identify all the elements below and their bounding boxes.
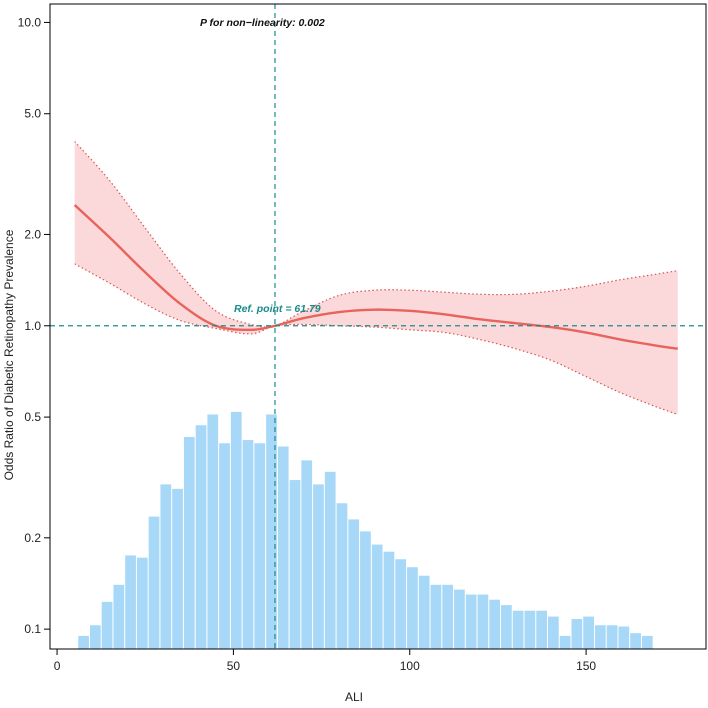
odds-ratio-line <box>73 204 678 350</box>
reference-lines <box>50 4 706 649</box>
y-tick-label: 0.2 <box>24 531 41 545</box>
plot-frame <box>49 3 707 650</box>
histogram-bar <box>195 425 207 649</box>
histogram-bar <box>489 599 501 649</box>
histogram-bar <box>148 516 160 649</box>
histogram-bar <box>113 584 125 649</box>
histogram-bar <box>501 605 512 649</box>
y-tick-label: 5.0 <box>24 107 41 121</box>
histogram-bar <box>254 443 266 649</box>
histogram-bar <box>407 567 418 649</box>
y-tick-label: 2.0 <box>24 227 41 241</box>
histogram-bar <box>442 584 454 649</box>
histogram-bar <box>418 575 430 649</box>
x-tick-label: 0 <box>54 659 61 673</box>
histogram-bar <box>606 625 618 649</box>
histogram-bar <box>395 559 407 649</box>
histogram-bars <box>78 411 653 649</box>
histogram-bar <box>348 519 360 649</box>
histogram-bar <box>430 584 442 649</box>
histogram-bar <box>477 594 489 649</box>
histogram-bar <box>630 633 641 649</box>
histogram-bar <box>313 484 324 649</box>
y-axis: 0.1 0.2 0.5 1.0 2.0 5.0 10.0 <box>18 15 50 636</box>
histogram-bar <box>548 616 559 649</box>
histogram-bar <box>289 480 301 649</box>
histogram-bar <box>125 555 136 649</box>
nonlinearity-annotation: P for non−linearity: 0.002 <box>200 17 325 29</box>
histogram-bar <box>160 484 172 649</box>
x-axis: 0 50 100 150 <box>54 649 596 673</box>
histogram-bar <box>89 625 101 649</box>
histogram-bar <box>78 635 89 649</box>
histogram-bar <box>360 531 371 649</box>
histogram-bar <box>336 503 348 649</box>
histogram-bar <box>583 616 594 649</box>
confidence-band <box>74 141 678 416</box>
ref-point-label: Ref. point = 61.79 <box>234 303 321 315</box>
histogram-bar <box>207 414 219 649</box>
histogram-bar <box>266 414 277 649</box>
x-tick-label: 150 <box>576 659 596 673</box>
histogram-bar <box>136 557 148 649</box>
odds-ratio-curve <box>73 204 678 350</box>
histogram-bar <box>371 544 383 649</box>
histogram-bar <box>454 589 465 649</box>
histogram-bar <box>242 440 254 649</box>
histogram-bar <box>277 446 289 649</box>
histogram-bar <box>324 471 336 649</box>
ci-band-fill <box>74 141 678 415</box>
histogram-bar <box>172 488 183 649</box>
y-axis-label: Odds Ratio of Diabetic Retinopathy Preva… <box>2 229 16 480</box>
y-tick-label: 1.0 <box>24 319 41 333</box>
histogram-bar <box>230 411 242 649</box>
y-tick-label: 0.5 <box>24 410 41 424</box>
histogram-bar <box>465 594 477 649</box>
histogram-bar <box>183 436 195 649</box>
x-tick-label: 50 <box>227 659 241 673</box>
histogram-bar <box>383 551 395 649</box>
x-tick-label: 100 <box>400 659 420 673</box>
ci-lower-line <box>74 263 678 416</box>
histogram-bar <box>559 635 571 649</box>
histogram-bar <box>301 460 313 649</box>
histogram-bar <box>618 626 630 649</box>
histogram-bar <box>641 635 653 649</box>
histogram-bar <box>512 610 524 649</box>
histogram-bar <box>571 618 583 649</box>
histogram-bar <box>594 625 606 649</box>
x-axis-label: ALI <box>345 690 363 704</box>
histogram-bar <box>101 601 113 649</box>
histogram-bar <box>536 610 547 649</box>
histogram-bar <box>219 443 230 649</box>
y-tick-label: 10.0 <box>18 15 42 29</box>
y-tick-label: 0.1 <box>24 622 41 636</box>
histogram-bar <box>524 610 536 649</box>
